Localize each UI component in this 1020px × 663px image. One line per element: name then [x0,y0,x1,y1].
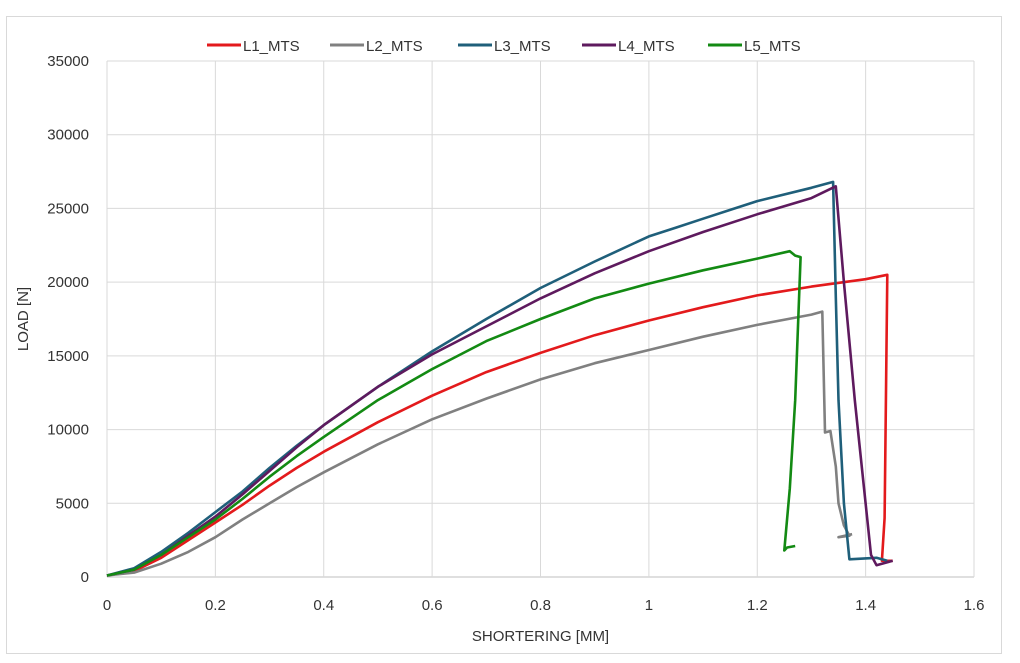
x-tick-label: 1 [645,597,653,614]
legend-label: L1_MTS [243,38,300,55]
x-tick-label: 1.6 [964,597,985,614]
x-tick-label: 0 [103,597,111,614]
gridlines [106,60,975,578]
y-axis-title: LOAD [N] [15,287,32,351]
series-lines [106,180,894,577]
y-tick-label: 15000 [47,348,89,365]
y-axis-ticks: 0 5000 10000 15000 20000 25000 30000 35000 [47,53,89,586]
series-line-l5-mts [106,249,802,577]
y-tick-label: 5000 [56,495,89,512]
series-line-l3-mts [106,180,888,577]
y-tick-label: 20000 [47,274,89,291]
y-tick-label: 30000 [47,127,89,144]
x-tick-label: 0.4 [313,597,334,614]
x-tick-label: 0.2 [205,597,226,614]
legend-label: L5_MTS [744,38,801,55]
series-line-l1-mts [106,273,893,577]
x-tick-label: 0.6 [422,597,443,614]
legend-label: L3_MTS [494,38,551,55]
x-tick-label: 0.8 [530,597,551,614]
legend: L1_MTS L2_MTS L3_MTS L4_MTS L5_MTS [207,38,801,55]
x-tick-label: 1.2 [747,597,768,614]
legend-label: L4_MTS [618,38,675,55]
series-line-l2-mts [106,310,853,577]
series-line-l4-mts [106,185,894,577]
x-axis-title: SHORTERING [MM] [472,628,609,645]
x-tick-label: 1.4 [855,597,876,614]
y-tick-label: 0 [81,569,89,586]
y-tick-label: 10000 [47,422,89,439]
x-axis-ticks: 0 0.2 0.4 0.6 0.8 1 1.2 1.4 1.6 [103,597,985,614]
legend-label: L2_MTS [366,38,423,55]
y-tick-label: 35000 [47,53,89,70]
y-tick-label: 25000 [47,200,89,217]
